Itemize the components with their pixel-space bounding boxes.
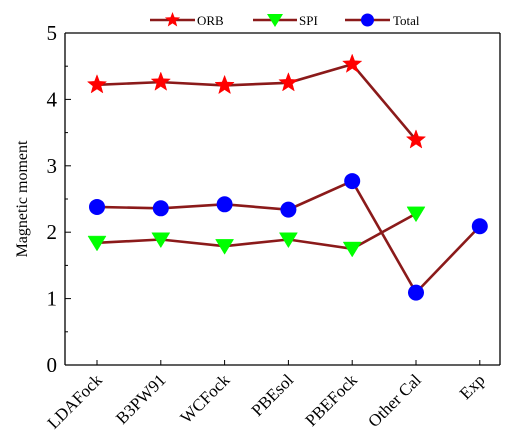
legend-label-spi: SPI xyxy=(299,13,318,28)
y-tick-label: 4 xyxy=(47,87,58,111)
y-tick-label: 1 xyxy=(47,287,58,311)
data-point-orb xyxy=(214,74,235,95)
data-point-spi xyxy=(215,239,235,255)
legend-marker-total xyxy=(361,13,374,27)
series-line-spi xyxy=(96,212,417,251)
data-point-total xyxy=(471,218,488,235)
data-point-total xyxy=(216,196,233,213)
legend-marker-orb xyxy=(164,12,181,27)
series-layer xyxy=(86,53,488,301)
y-axis-title: Magnetic moment xyxy=(14,140,31,257)
x-category-label: Exp xyxy=(456,370,489,403)
y-tick-label: 3 xyxy=(47,154,58,178)
data-point-orb xyxy=(405,129,427,149)
data-point-total xyxy=(408,284,424,301)
legend: ORB SPI Total xyxy=(150,12,420,28)
data-point-spi xyxy=(87,235,107,252)
x-category-label: PBEFock xyxy=(301,370,361,430)
series-line-orb xyxy=(96,62,417,141)
legend-marker-spi xyxy=(267,14,283,27)
data-point-total xyxy=(152,200,169,217)
data-point-spi xyxy=(278,232,298,249)
y-tick-label: 0 xyxy=(47,353,58,377)
y-tick-label: 2 xyxy=(47,220,58,244)
axes xyxy=(64,32,501,366)
labels-layer: 0 1 2 3 4 5 LDAFock B3PW91 WCFock PBEsol PBEFock Ot… xyxy=(14,21,489,433)
data-point-orb xyxy=(86,74,108,94)
x-category-label: B3PW91 xyxy=(112,370,170,428)
x-category-label: WCFock xyxy=(177,370,234,427)
data-point-total xyxy=(89,198,105,215)
x-category-label: Other Cal xyxy=(364,370,425,431)
data-point-orb xyxy=(150,71,171,91)
data-point-spi xyxy=(151,232,171,249)
data-point-spi xyxy=(342,241,362,258)
y-tick-label: 5 xyxy=(47,21,58,45)
data-point-total xyxy=(344,173,361,190)
data-point-total xyxy=(280,201,297,218)
legend-label-total: Total xyxy=(393,13,420,28)
data-point-spi xyxy=(406,206,426,223)
data-point-orb xyxy=(342,53,363,73)
x-category-label: PBEsol xyxy=(248,370,298,420)
data-point-orb xyxy=(278,72,299,92)
legend-label-orb: ORB xyxy=(197,13,224,28)
x-category-label: LDAFock xyxy=(44,370,107,433)
